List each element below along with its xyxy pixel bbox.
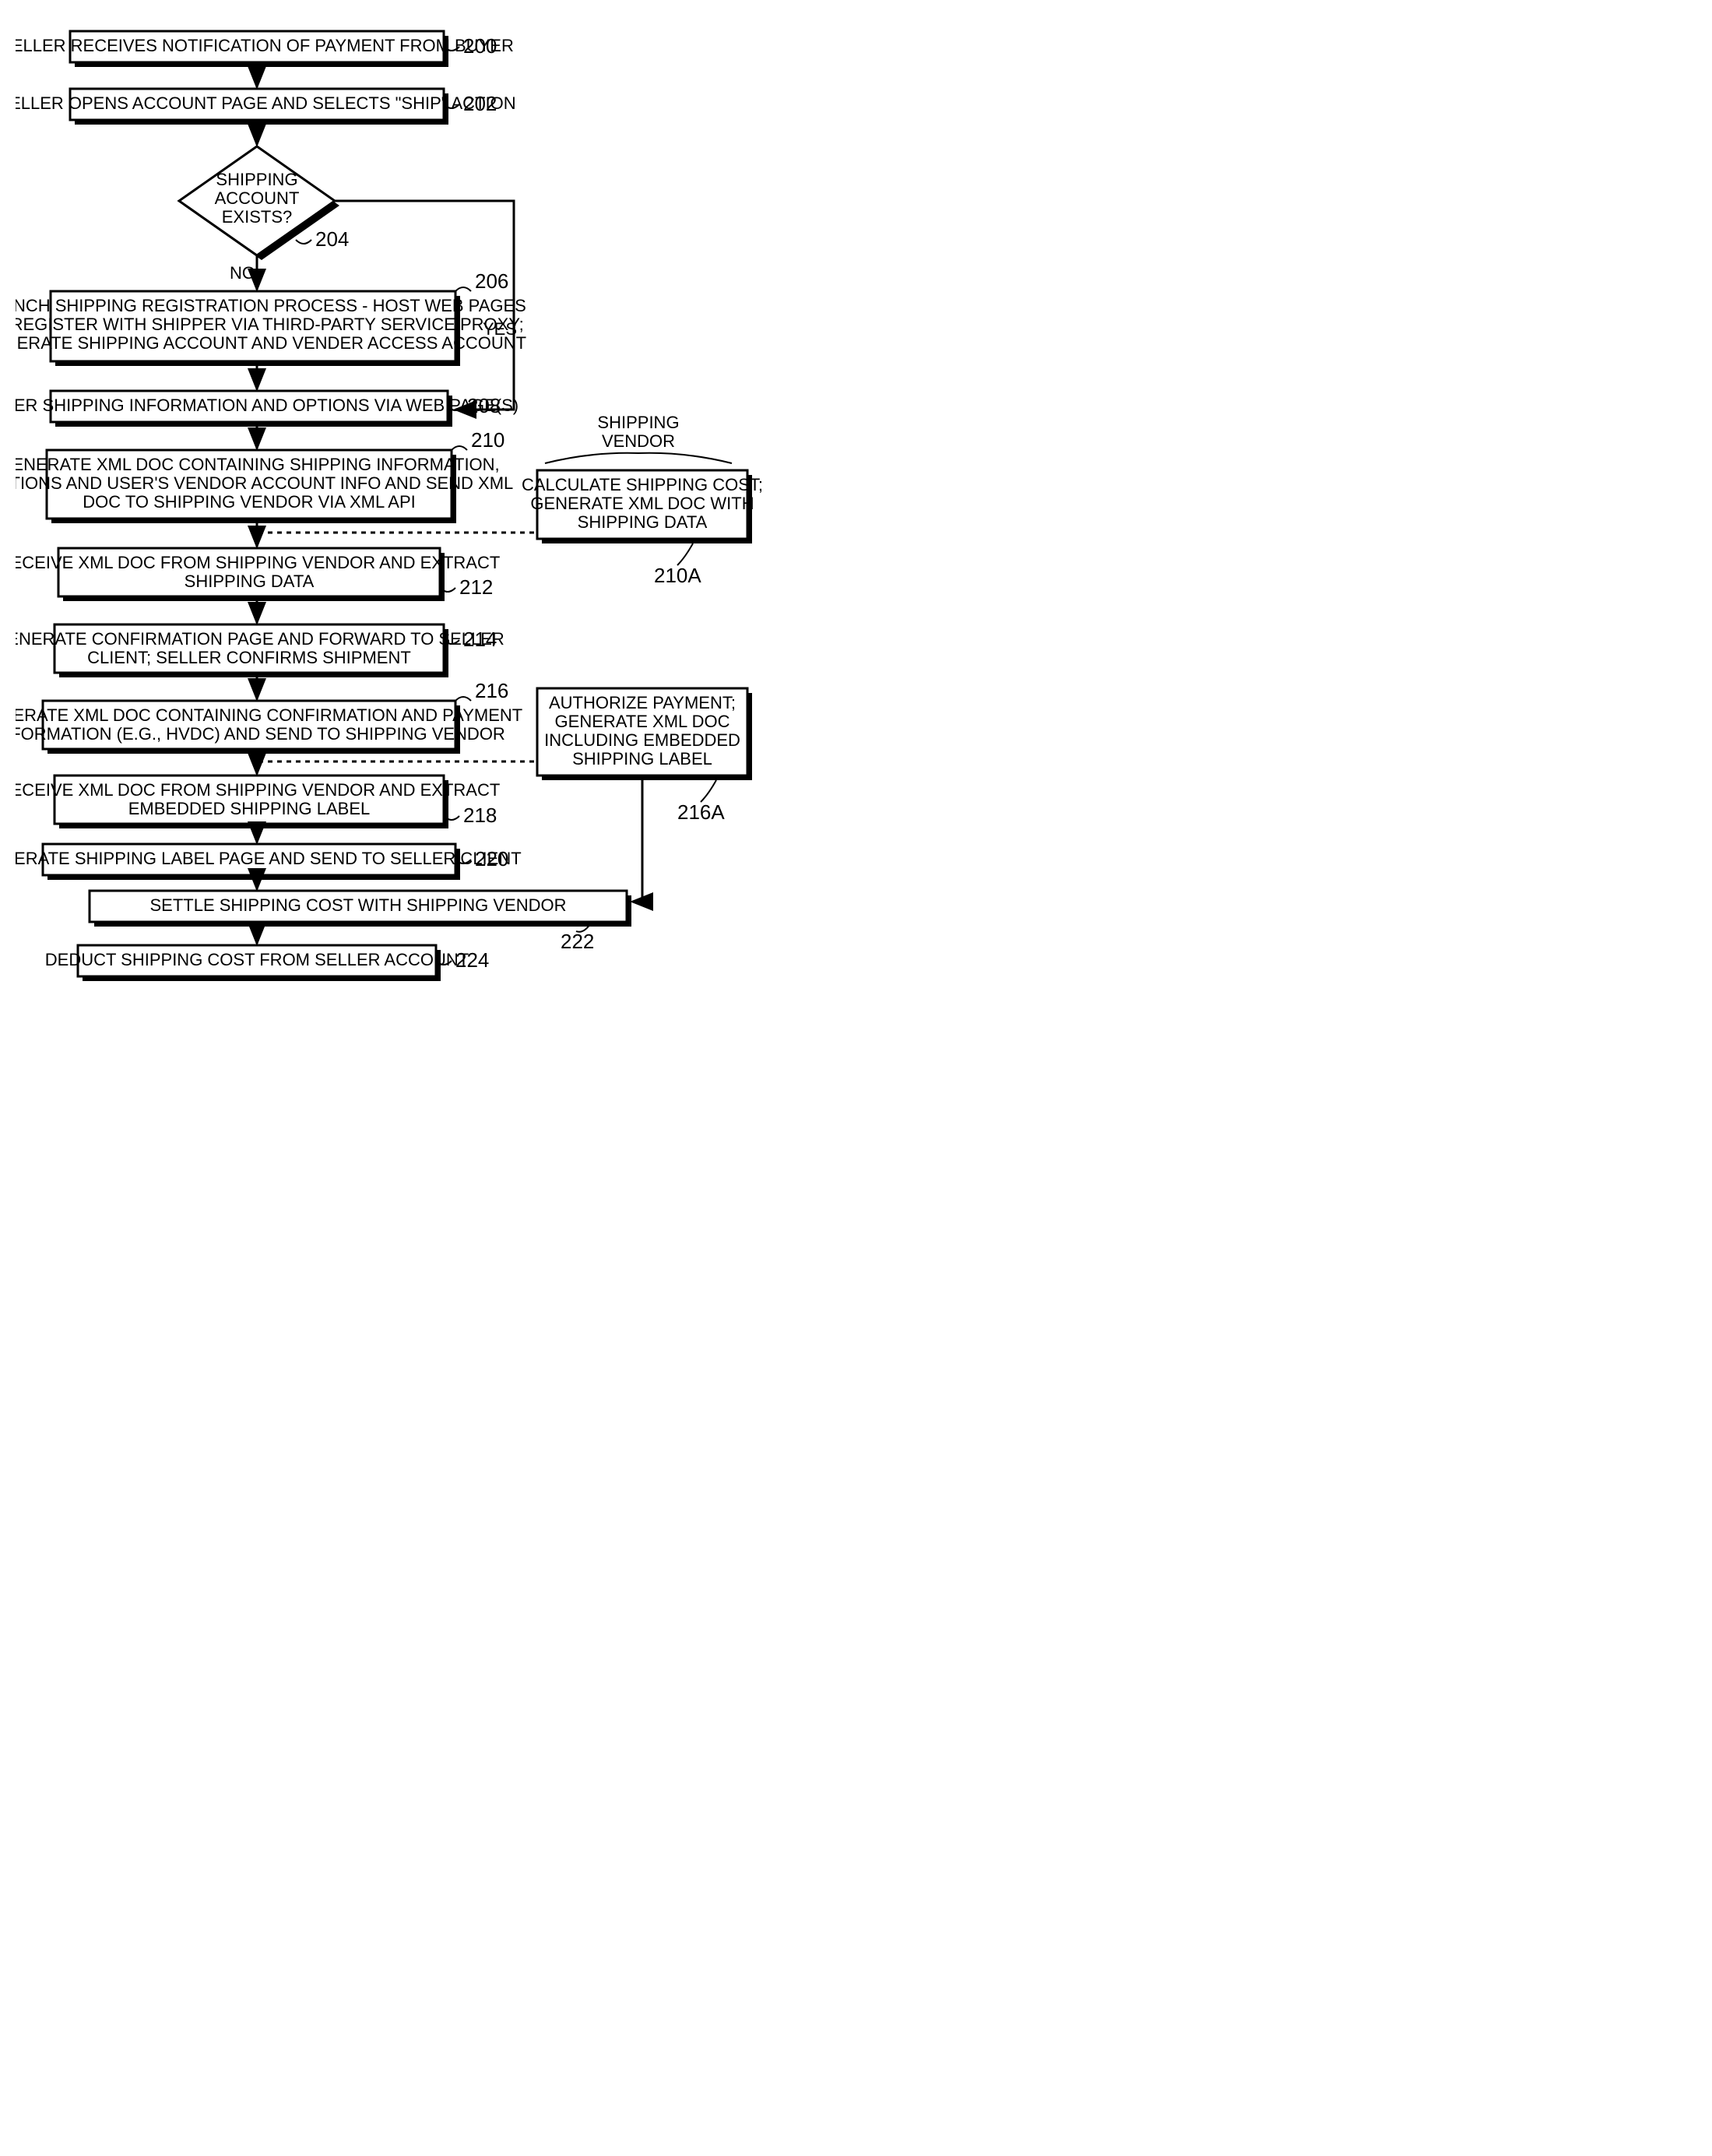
node-216: GENERATE XML DOC CONTAINING CONFIRMATION… xyxy=(16,679,522,754)
node-218-text-1: EMBEDDED SHIPPING LABEL xyxy=(128,799,371,818)
node-200: SELLER RECEIVES NOTIFICATION OF PAYMENT … xyxy=(16,31,514,67)
node-212-text-1: SHIPPING DATA xyxy=(185,572,315,591)
ref-212: 212 xyxy=(459,575,493,599)
node-218-text-0: RECEIVE XML DOC FROM SHIPPING VENDOR AND… xyxy=(16,780,500,800)
node-224: DEDUCT SHIPPING COST FROM SELLER ACCOUNT… xyxy=(45,945,490,981)
node-204: SHIPPING ACCOUNT EXISTS? 204 xyxy=(179,146,349,260)
node-206: LAUNCH SHIPPING REGISTRATION PROCESS - H… xyxy=(16,269,526,366)
node-214: GENERATE CONFIRMATION PAGE AND FORWARD T… xyxy=(16,624,504,677)
node-214-text-0: GENERATE CONFIRMATION PAGE AND FORWARD T… xyxy=(16,629,504,649)
node-212-text-0: RECEIVE XML DOC FROM SHIPPING VENDOR AND… xyxy=(16,553,500,572)
ref-214: 214 xyxy=(463,628,497,651)
node-216-text-1: INFORMATION (E.G., HVDC) AND SEND TO SHI… xyxy=(16,724,505,744)
vendor-brace xyxy=(545,453,732,463)
node-208-text: ENTER SHIPPING INFORMATION AND OPTIONS V… xyxy=(16,396,519,415)
ref-216a: 216A xyxy=(677,800,725,824)
ref-218: 218 xyxy=(463,804,497,827)
node-210a: CALCULATE SHIPPING COST; GENERATE XML DO… xyxy=(522,470,763,587)
edge-216a-222 xyxy=(632,776,642,902)
node-206-text-0: LAUNCH SHIPPING REGISTRATION PROCESS - H… xyxy=(16,296,526,315)
node-220-text: GENERATE SHIPPING LABEL PAGE AND SEND TO… xyxy=(16,849,522,868)
ref-224: 224 xyxy=(455,948,489,972)
ref-208: 208 xyxy=(467,394,501,417)
node-216a-text-2: INCLUDING EMBEDDED xyxy=(544,730,740,750)
node-214-text-1: CLIENT; SELLER CONFIRMS SHIPMENT xyxy=(87,648,411,667)
flowchart: SELLER RECEIVES NOTIFICATION OF PAYMENT … xyxy=(16,16,794,997)
node-216-text-0: GENERATE XML DOC CONTAINING CONFIRMATION… xyxy=(16,705,522,725)
node-210-text-0: GENERATE XML DOC CONTAINING SHIPPING INF… xyxy=(16,455,500,474)
ref-206: 206 xyxy=(475,269,508,293)
node-224-text: DEDUCT SHIPPING COST FROM SELLER ACCOUNT xyxy=(45,950,469,969)
node-216a-text-0: AUTHORIZE PAYMENT; xyxy=(549,693,736,712)
node-200-text: SELLER RECEIVES NOTIFICATION OF PAYMENT … xyxy=(16,36,514,55)
ref-210: 210 xyxy=(471,428,504,452)
node-210: GENERATE XML DOC CONTAINING SHIPPING INF… xyxy=(16,428,513,523)
node-216a-text-3: SHIPPING LABEL xyxy=(572,749,712,768)
node-222: SETTLE SHIPPING COST WITH SHIPPING VENDO… xyxy=(90,891,631,953)
node-206-text-1: TO REGISTER WITH SHIPPER VIA THIRD-PARTY… xyxy=(16,315,524,334)
node-204-text-1: ACCOUNT xyxy=(215,188,300,208)
ref-200: 200 xyxy=(463,34,497,58)
node-220: GENERATE SHIPPING LABEL PAGE AND SEND TO… xyxy=(16,844,522,880)
ref-220: 220 xyxy=(475,847,508,870)
node-208: ENTER SHIPPING INFORMATION AND OPTIONS V… xyxy=(16,391,519,427)
node-216a-text-1: GENERATE XML DOC xyxy=(555,712,730,731)
ref-204: 204 xyxy=(315,227,349,251)
ref-210a: 210A xyxy=(654,564,701,587)
node-210-text-2: DOC TO SHIPPING VENDOR VIA XML API xyxy=(83,492,416,512)
node-210a-text-2: SHIPPING DATA xyxy=(578,512,708,532)
node-212: RECEIVE XML DOC FROM SHIPPING VENDOR AND… xyxy=(16,548,500,601)
node-218: RECEIVE XML DOC FROM SHIPPING VENDOR AND… xyxy=(16,776,500,828)
node-210-text-1: OPTIONS AND USER'S VENDOR ACCOUNT INFO A… xyxy=(16,473,513,493)
label-no: NO xyxy=(230,263,255,283)
node-204-text-2: EXISTS? xyxy=(222,207,292,227)
ref-222: 222 xyxy=(561,930,594,953)
vendor-label-2: VENDOR xyxy=(602,431,675,451)
node-222-text: SETTLE SHIPPING COST WITH SHIPPING VENDO… xyxy=(149,895,566,915)
node-204-text-0: SHIPPING xyxy=(216,170,297,189)
ref-216: 216 xyxy=(475,679,508,702)
node-216a: AUTHORIZE PAYMENT; GENERATE XML DOC INCL… xyxy=(537,688,752,824)
node-210a-text-0: CALCULATE SHIPPING COST; xyxy=(522,475,763,494)
node-202-text: SELLER OPENS ACCOUNT PAGE AND SELECTS "S… xyxy=(16,93,516,113)
node-206-text-2: GENERATE SHIPPING ACCOUNT AND VENDER ACC… xyxy=(16,333,526,353)
node-202: SELLER OPENS ACCOUNT PAGE AND SELECTS "S… xyxy=(16,89,516,125)
node-210a-text-1: GENERATE XML DOC WITH xyxy=(530,494,754,513)
ref-202: 202 xyxy=(463,92,497,115)
vendor-label-1: SHIPPING xyxy=(597,413,679,432)
